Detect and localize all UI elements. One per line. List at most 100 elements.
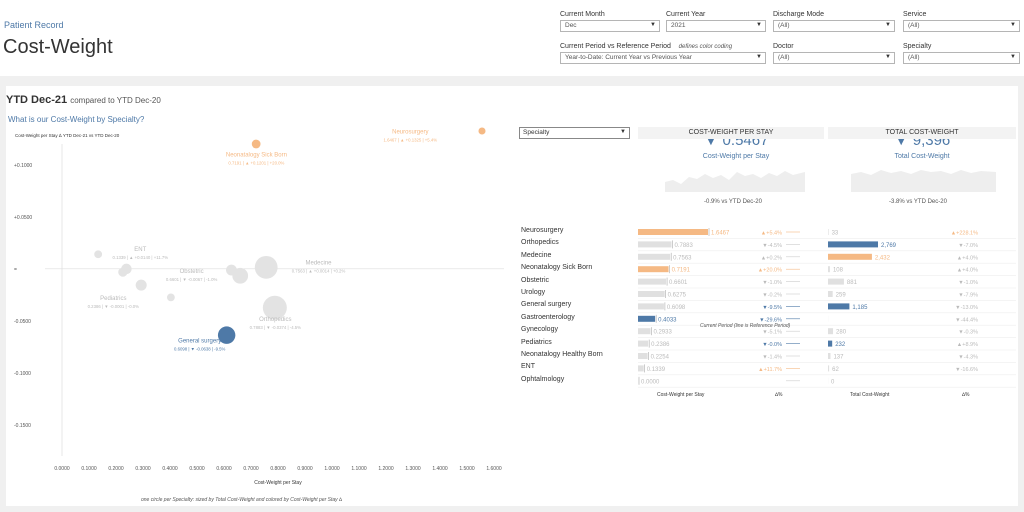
cw-stay-value: 0.6275 (668, 293, 687, 299)
total-cw-delta: ▼-1.0% (958, 280, 978, 286)
scatter-point[interactable] (166, 293, 175, 302)
filter-service: Service (All) ▼ (903, 11, 1020, 32)
breadcrumb[interactable]: Patient Record (4, 20, 64, 30)
cw-stay-bar[interactable] (638, 253, 671, 260)
specialty-select[interactable]: (All) ▼ (903, 52, 1020, 64)
total-cw-bar[interactable] (828, 278, 844, 285)
total-cw-value: 108 (833, 268, 844, 274)
point-sublabel: 0.7883 | ▼ -0.0374 | -4.5% (250, 325, 302, 330)
cw-stay-delta: ▲+5.4% (761, 231, 782, 237)
kpi-total-cw-sparkline (851, 170, 996, 192)
service-select[interactable]: (All) ▼ (903, 20, 1020, 32)
header: Patient Record Cost-Weight Current Month… (0, 0, 1024, 76)
cw-stay-bar[interactable] (638, 278, 667, 285)
cw-stay-bar[interactable] (638, 291, 665, 297)
filter-label: Service (903, 11, 927, 18)
period-select[interactable]: Year-to-Date: Current Year vs Previous Y… (560, 52, 766, 64)
scatter-point[interactable] (226, 264, 237, 276)
total-cw-bar[interactable] (828, 241, 878, 248)
scatter-point[interactable] (94, 250, 103, 259)
x-tick-label: 0.1000 (81, 466, 97, 472)
table-row-label[interactable]: Obstetric (521, 276, 550, 284)
table-row-label[interactable]: Urology (521, 289, 546, 296)
filter-doctor: Doctor (All) ▼ (773, 43, 895, 64)
select-value: Dec (565, 22, 577, 29)
cw-stay-delta: ▼-5.1% (762, 330, 782, 336)
table-row-label[interactable]: Neonatalogy Healthy Born (521, 351, 603, 358)
x-tick-label: 0.9000 (297, 466, 313, 472)
total-cw-bar[interactable] (828, 328, 834, 335)
filter-current-month: Current Month Dec ▼ (560, 11, 660, 32)
total-cw-value: 33 (832, 231, 839, 237)
filter-current-year: Current Year 2021 ▼ (666, 11, 766, 32)
cw-stay-delta: ▼-1.4% (762, 355, 782, 361)
table-row-label[interactable]: Gastroenterology (521, 313, 575, 321)
total-cw-delta: ▼-0.3% (958, 330, 978, 336)
section-title: YTD Dec-21 compared to YTD Dec-20 (6, 94, 161, 106)
total-cw-value: 259 (836, 293, 847, 299)
cw-stay-bar[interactable] (638, 328, 651, 335)
table-row-label[interactable]: Medecine (521, 251, 552, 259)
scatter-point[interactable] (135, 279, 147, 291)
cw-stay-bar[interactable] (638, 241, 672, 248)
x-tick-label: 1.3000 (405, 466, 421, 472)
total-cw-bar[interactable] (828, 353, 831, 359)
discharge-mode-select[interactable]: (All) ▼ (773, 20, 895, 32)
total-cw-bar[interactable] (828, 291, 833, 297)
x-tick-label: 1.5000 (459, 466, 475, 472)
col-head-total-cw: TOTAL COST-WEIGHT (828, 127, 1016, 139)
doctor-select[interactable]: (All) ▼ (773, 52, 895, 64)
total-cw-value: 2,769 (881, 243, 897, 249)
table-row-label[interactable]: Pediatrics (521, 338, 552, 346)
total-cw-bar[interactable] (828, 340, 833, 347)
sparkline-area (851, 170, 996, 192)
table-row-label[interactable]: Ophtalmology (521, 375, 565, 383)
scatter-point[interactable] (118, 267, 128, 277)
chevron-down-icon: ▼ (756, 54, 762, 60)
scatter-point[interactable] (254, 255, 278, 279)
cw-stay-delta: ▼-29.6% (759, 317, 782, 323)
cw-stay-bar[interactable] (638, 229, 708, 235)
scatter-point[interactable] (262, 295, 287, 320)
point-label: Medecine (305, 261, 332, 267)
total-cw-bar[interactable] (828, 253, 872, 260)
table-row-label[interactable]: Neurosurgery (521, 227, 564, 234)
cw-stay-bar[interactable] (638, 340, 649, 347)
cw-stay-bar[interactable] (638, 266, 669, 273)
foot-cw-delta: ∆% (775, 392, 783, 398)
table-row-label[interactable]: Gynecology (521, 326, 558, 334)
total-cw-bar[interactable] (828, 229, 829, 235)
y-tick-label: -0.1000 (14, 371, 31, 377)
cw-stay-bar[interactable] (638, 303, 664, 310)
point-label: Neonatalogy Sick Born (226, 152, 287, 158)
specialty-bar-table: 1.6467 ▲+5.4% 33 ▲+228.1% 0.7883 ▼-4.5% 2,769 ▼… (638, 228, 1016, 388)
y-tick-label: +0.0500 (14, 215, 32, 221)
total-cw-bar[interactable] (828, 303, 850, 310)
table-row-label[interactable]: Neonatalogy Sick Born (521, 264, 593, 272)
current-year-select[interactable]: 2021 ▼ (666, 20, 766, 32)
point-label: Obstetric (180, 269, 204, 275)
specialty-sort-dropdown[interactable]: Specialty ▼ (519, 127, 630, 139)
scatter-point[interactable] (251, 139, 261, 149)
cw-stay-bar[interactable] (638, 315, 656, 322)
point-label: ENT (134, 247, 146, 253)
current-month-select[interactable]: Dec ▼ (560, 20, 660, 32)
cw-stay-bar[interactable] (638, 365, 644, 372)
scatter-point[interactable] (217, 326, 236, 344)
point-sublabel: 0.6601 | ▼ -0.0067 | -1.0% (166, 277, 218, 282)
scatter-point[interactable] (478, 127, 486, 135)
total-cw-bar[interactable] (828, 365, 830, 372)
cw-stay-value: 1.6467 (711, 231, 730, 237)
table-row-label[interactable]: ENT (521, 363, 535, 371)
page-title: Cost-Weight (3, 36, 113, 58)
point-label: General surgery (178, 339, 221, 345)
cw-stay-delta: ▼-4.5% (762, 243, 782, 249)
total-cw-bar[interactable] (828, 266, 830, 273)
kpi-cw-stay-sparkline (665, 171, 805, 192)
point-label: Orthopedics (259, 317, 291, 323)
kpi-total-cw-foot: -3.8% vs YTD Dec-20 (889, 199, 947, 205)
select-value: Year-to-Date: Current Year vs Previous Y… (565, 54, 692, 61)
table-row-label[interactable]: General surgery (521, 301, 572, 309)
table-row-label[interactable]: Orthopedics (521, 239, 559, 247)
cw-stay-bar[interactable] (638, 353, 648, 359)
